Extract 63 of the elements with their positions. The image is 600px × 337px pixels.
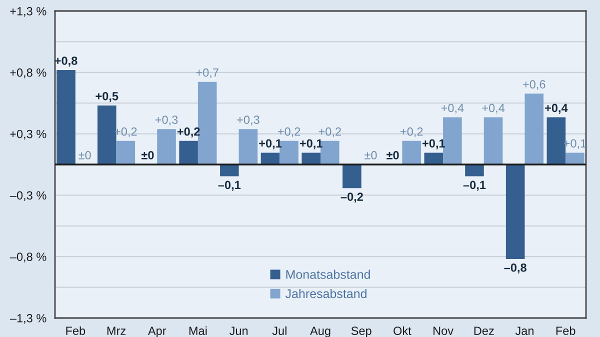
data-label: +0,6 <box>523 80 546 90</box>
x-tick-label: Mrz <box>107 326 126 335</box>
x-tick-label: Jan <box>515 326 534 336</box>
bar <box>116 140 136 164</box>
data-label: +0,2 <box>400 127 423 138</box>
data-label: +0,2 <box>177 127 200 138</box>
bar <box>320 140 340 164</box>
data-label: –0,1 <box>218 180 241 191</box>
bar <box>465 164 484 176</box>
data-label: –0,8 <box>504 263 526 274</box>
data-label: ±0 <box>386 151 399 160</box>
data-label: +0,7 <box>196 68 218 78</box>
data-label: +0,3 <box>237 116 260 126</box>
bar <box>402 140 421 164</box>
bar <box>179 140 198 164</box>
y-tick-label: +0,8 % <box>10 68 46 78</box>
data-label: ±0 <box>141 151 154 160</box>
y-tick-label: +0,3 % <box>10 130 46 140</box>
x-tick-label: Mai <box>189 326 207 336</box>
bar <box>342 164 362 188</box>
data-label: +0,5 <box>96 92 118 102</box>
x-tick-label: Feb <box>556 326 576 336</box>
y-tick-label: –0,3 % <box>10 191 46 201</box>
data-label: +0,1 <box>300 139 322 150</box>
x-tick-label: Okt <box>394 326 412 336</box>
bar <box>443 117 462 164</box>
data-label: –0,2 <box>340 192 363 203</box>
bar <box>424 152 444 164</box>
bar <box>220 164 239 176</box>
bar <box>157 129 176 164</box>
x-tick-label: Jul <box>272 326 286 336</box>
y-tick-label: –0,8 % <box>10 252 46 262</box>
y-tick-label: –1,3 % <box>10 314 46 324</box>
x-tick-label: Dez <box>474 326 494 336</box>
bar <box>238 129 258 164</box>
data-label: +0,4 <box>482 104 505 114</box>
bar <box>260 152 280 164</box>
bar <box>484 117 503 164</box>
data-label: –0,1 <box>463 180 486 191</box>
bar <box>506 164 525 259</box>
x-tick-label: Jun <box>229 326 248 336</box>
x-tick-label: Nov <box>434 326 454 336</box>
data-label: +0,4 <box>441 104 464 114</box>
data-label: +0,2 <box>278 127 300 138</box>
data-label: +0,1 <box>422 139 445 150</box>
data-label: +0,1 <box>259 139 282 150</box>
bar <box>97 105 116 164</box>
data-label: +0,3 <box>155 116 178 126</box>
bar <box>566 152 584 164</box>
data-label: ±0 <box>364 151 377 160</box>
y-tick-label: +1,3 % <box>10 7 46 17</box>
legend-label: Monatsabstand <box>286 270 370 279</box>
x-tick-label: Sep <box>351 326 372 337</box>
data-label: ±0 <box>78 151 91 160</box>
x-tick-label: Feb <box>66 326 86 336</box>
bar <box>56 70 76 164</box>
x-tick-label: Aug <box>310 326 330 337</box>
x-tick-label: Apr <box>148 326 166 337</box>
data-label: +0,4 <box>545 104 568 114</box>
bar <box>302 152 320 164</box>
data-label: +0,2 <box>318 127 341 138</box>
bar <box>524 94 544 164</box>
legend-label: Jahresabstand <box>285 288 366 298</box>
